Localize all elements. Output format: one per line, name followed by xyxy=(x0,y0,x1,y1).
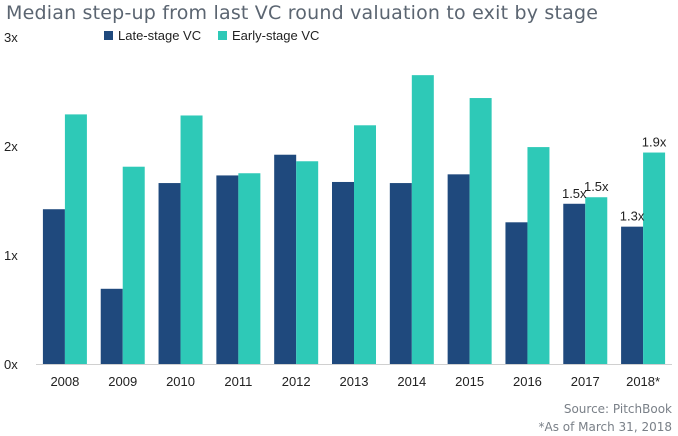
bar-early-stage-vc-2018 xyxy=(643,152,666,364)
x-tick-label: 2015 xyxy=(455,374,484,389)
footnote: *As of March 31, 2018 xyxy=(538,420,673,434)
bars xyxy=(42,75,666,365)
y-tick-label: 0x xyxy=(4,357,18,372)
x-tick-label: 2016 xyxy=(513,374,542,389)
bar-early-stage-vc-2008 xyxy=(64,114,87,364)
bar-late-stage-vc-2018 xyxy=(621,226,644,364)
bar-early-stage-vc-2009 xyxy=(122,166,145,364)
y-tick-label: 1x xyxy=(4,248,18,263)
legend-label: Late-stage VC xyxy=(118,28,201,43)
data-label: 1.5x xyxy=(562,186,587,201)
x-axis: 2008 2009 2010 2011 2012 2013 2014 2015 2016 2017… xyxy=(50,374,660,389)
bar-early-stage-vc-2014 xyxy=(411,75,434,365)
bar-early-stage-vc-2015 xyxy=(469,98,492,364)
bar-early-stage-vc-2010 xyxy=(180,115,203,364)
data-label: 1.3x xyxy=(620,209,645,224)
bar-late-stage-vc-2011 xyxy=(216,175,239,364)
bar-late-stage-vc-2017 xyxy=(563,203,586,364)
legend: Late-stage VC Early-stage VC xyxy=(104,28,319,43)
chart-title: Median step-up from last VC round valuat… xyxy=(6,2,599,24)
data-labels: 1.5x1.5x 1.3x 1.9x xyxy=(562,135,667,224)
legend-label: Early-stage VC xyxy=(232,28,319,43)
legend-swatch xyxy=(218,31,227,40)
bar-late-stage-vc-2012 xyxy=(274,154,297,364)
bar-early-stage-vc-2017 xyxy=(585,197,608,364)
y-tick-label: 2x xyxy=(4,139,18,154)
bar-late-stage-vc-2010 xyxy=(158,183,181,364)
bar-late-stage-vc-2014 xyxy=(389,183,412,364)
bar-late-stage-vc-2009 xyxy=(100,288,123,364)
x-tick-label: 2008 xyxy=(50,374,79,389)
x-tick-label: 2018* xyxy=(626,374,660,389)
bar-late-stage-vc-2015 xyxy=(447,174,470,364)
data-label: 1.5x xyxy=(584,179,609,194)
x-tick-label: 2009 xyxy=(108,374,137,389)
x-tick-label: 2011 xyxy=(224,374,252,389)
bar-early-stage-vc-2016 xyxy=(527,147,550,364)
x-tick-label: 2014 xyxy=(397,374,426,389)
x-tick-label: 2013 xyxy=(340,374,369,389)
data-label: 1.9x xyxy=(642,135,667,150)
bar-early-stage-vc-2013 xyxy=(354,125,376,364)
y-tick-label: 3x xyxy=(4,30,18,45)
y-axis: 0x 1x 2x 3x xyxy=(4,30,18,372)
legend-swatch xyxy=(104,31,113,40)
x-tick-label: 2010 xyxy=(166,374,195,389)
x-tick-label: 2012 xyxy=(282,374,311,389)
bar-early-stage-vc-2012 xyxy=(296,161,319,364)
bar-late-stage-vc-2013 xyxy=(332,181,354,364)
source-note: Source: PitchBook xyxy=(563,402,672,416)
bar-early-stage-vc-2011 xyxy=(238,173,261,364)
x-tick-label: 2017 xyxy=(571,374,600,389)
bar-late-stage-vc-2008 xyxy=(42,209,65,364)
bar-late-stage-vc-2016 xyxy=(505,222,528,364)
